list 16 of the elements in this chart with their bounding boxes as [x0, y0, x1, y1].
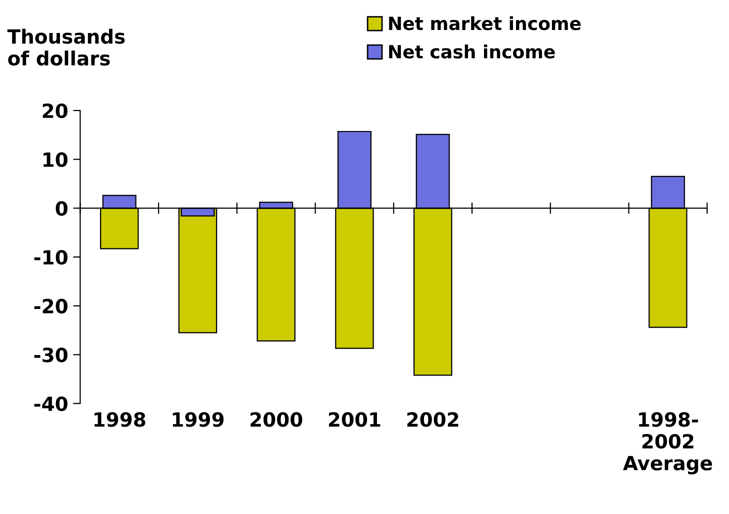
x-tick-label: 1998 [94, 412, 146, 427]
y-tick-label: 20 [42, 103, 68, 118]
y-tick-label: -30 [34, 348, 68, 362]
x-tick-label: 2000 [250, 412, 302, 427]
y-tick-label: -10 [34, 250, 68, 265]
y-axis-title: Thousands of dollars [7, 28, 125, 66]
legend-label: Net market income [389, 16, 581, 30]
y-tick-label: 10 [44, 152, 68, 168]
y-tick-label: -40 [34, 396, 68, 412]
x-tick-label: 1999 [172, 412, 224, 427]
legend-label: Net cash income [389, 44, 555, 59]
y-tick-label: 0 [56, 201, 68, 216]
x-tick-label: 2002 [407, 412, 458, 427]
x-tick-label: 1998- 2002 Average [623, 412, 712, 474]
x-tick-label: 2001 [328, 412, 380, 427]
y-tick-label: -20 [34, 298, 68, 314]
